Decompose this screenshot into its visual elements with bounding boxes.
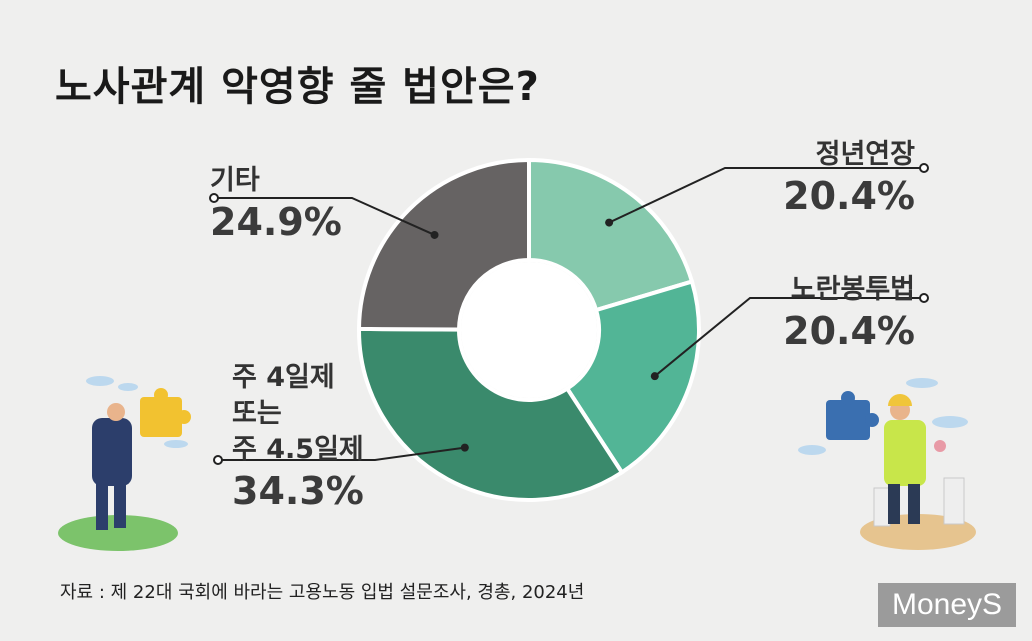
slice-label-3: 기타 24.9% (210, 163, 342, 245)
slice-name-0: 정년연장 (815, 139, 915, 170)
moneys-logo: MoneyS (878, 583, 1016, 627)
donut-slice-0 (527, 157, 695, 313)
leader-end-dot-3 (209, 193, 219, 203)
leader-anchor-dot-3 (430, 230, 439, 239)
slice-name-1: 노란봉투법 (790, 274, 915, 305)
slice-name-2-line2: 또는 (232, 398, 282, 429)
slice-label-2: 주 4일제 또는 주 4.5일제 34.3% (232, 360, 364, 514)
slice-label-1: 노란봉투법 20.4% (783, 272, 915, 354)
leader-line-3 (214, 197, 435, 236)
donut-hole (461, 262, 597, 398)
leader-line-0 (608, 167, 924, 224)
leader-anchor-dot-2 (460, 443, 469, 452)
slice-value-3: 24.9% (210, 200, 342, 244)
leader-line-2 (218, 446, 465, 461)
donut-slice-2 (357, 326, 625, 502)
source-note: 자료 : 제 22대 국회에 바라는 고용노동 입법 설문조사, 경총, 202… (60, 582, 585, 603)
slice-value-0: 20.4% (783, 174, 915, 218)
leader-anchor-dot-0 (605, 218, 614, 227)
slice-name-2-line3: 주 4.5일제 (232, 434, 364, 465)
leader-end-dot-1 (919, 293, 929, 303)
slice-name-3: 기타 (210, 165, 260, 196)
leader-anchor-dot-1 (650, 372, 659, 381)
slice-value-2: 34.3% (232, 469, 364, 513)
leader-line-1 (654, 297, 924, 377)
donut-slice-3 (356, 157, 531, 332)
leader-end-dot-2 (213, 455, 223, 465)
slice-value-1: 20.4% (783, 309, 915, 353)
slice-label-0: 정년연장 20.4% (783, 137, 915, 219)
businessman-puzzle-icon (58, 376, 191, 551)
chart-title: 노사관계 악영향 줄 법안은? (55, 64, 540, 110)
leader-end-dot-0 (919, 163, 929, 173)
slice-name-2-line1: 주 4일제 (232, 362, 335, 393)
worker-puzzle-icon (798, 378, 976, 550)
